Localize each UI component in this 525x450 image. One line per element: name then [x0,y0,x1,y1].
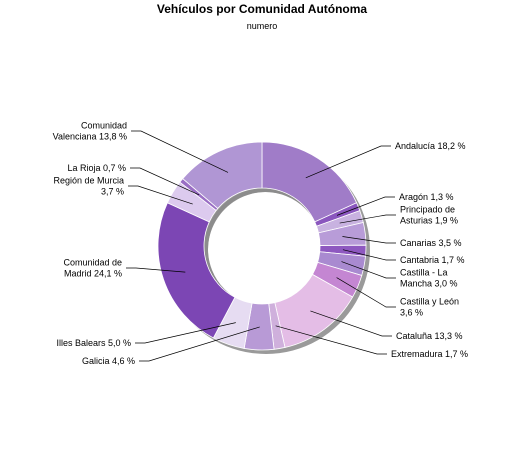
leader-lines [126,130,396,362]
slice-comunidad-valenciana[interactable] [182,141,263,209]
label-aragon: Aragón 1,3 % [399,192,454,202]
leader-illes-balears [135,322,236,344]
donut-slices [157,141,367,351]
label-region-de-murcia: Región de Murcia 3,7 % [53,176,124,197]
leader-canarias [342,236,396,244]
chart-subtitle: numero [247,21,278,31]
leader-extremadura [275,325,387,355]
leader-comunidad-de-madrid [126,267,186,273]
label-cataluna: Cataluña 13,3 % [396,331,463,341]
leader-cantabria [342,249,396,261]
leader-castilla-y-leon [336,277,396,308]
slice-comunidad-de-madrid[interactable] [157,202,236,339]
label-principado-de-asturias: Principado de Asturias 1,9 % [400,205,458,226]
label-illes-balears: Illes Balears 5,0 % [56,338,131,348]
label-castilla-y-leon: Castilla y León 3,6 % [400,297,459,318]
chart-title: Vehículos por Comunidad Autónoma [157,2,368,16]
leader-cataluna [310,310,392,337]
label-la-rioja: La Rioja 0,7 % [67,163,126,173]
label-extremadura: Extremadura 1,7 % [391,349,468,359]
slice-labels: Andalucía 18,2 % Aragón 1,3 % Principado d… [53,121,468,367]
leader-aragon [336,196,395,216]
label-comunidad-de-madrid: Comunidad de Madrid 24,1 % [63,258,122,279]
leader-castilla-la-mancha [341,261,396,279]
label-castilla-la-mancha: Castilla - La Mancha 3,0 % [400,268,458,289]
leader-region-de-murcia [128,185,193,205]
leader-comunidad-valenciana [131,130,229,173]
label-comunidad-valenciana: Comunidad Valenciana 13,8 % [53,121,127,142]
leader-andalucia [305,145,391,179]
leader-principado-de-asturias [339,214,396,224]
leader-la-rioja [130,167,200,196]
label-cantabria: Cantabria 1,7 % [400,255,465,265]
leader-galicia [139,326,260,362]
label-canarias: Canarias 3,5 % [400,238,462,248]
label-andalucia: Andalucía 18,2 % [395,141,466,151]
label-galicia: Galicia 4,6 % [82,356,135,366]
